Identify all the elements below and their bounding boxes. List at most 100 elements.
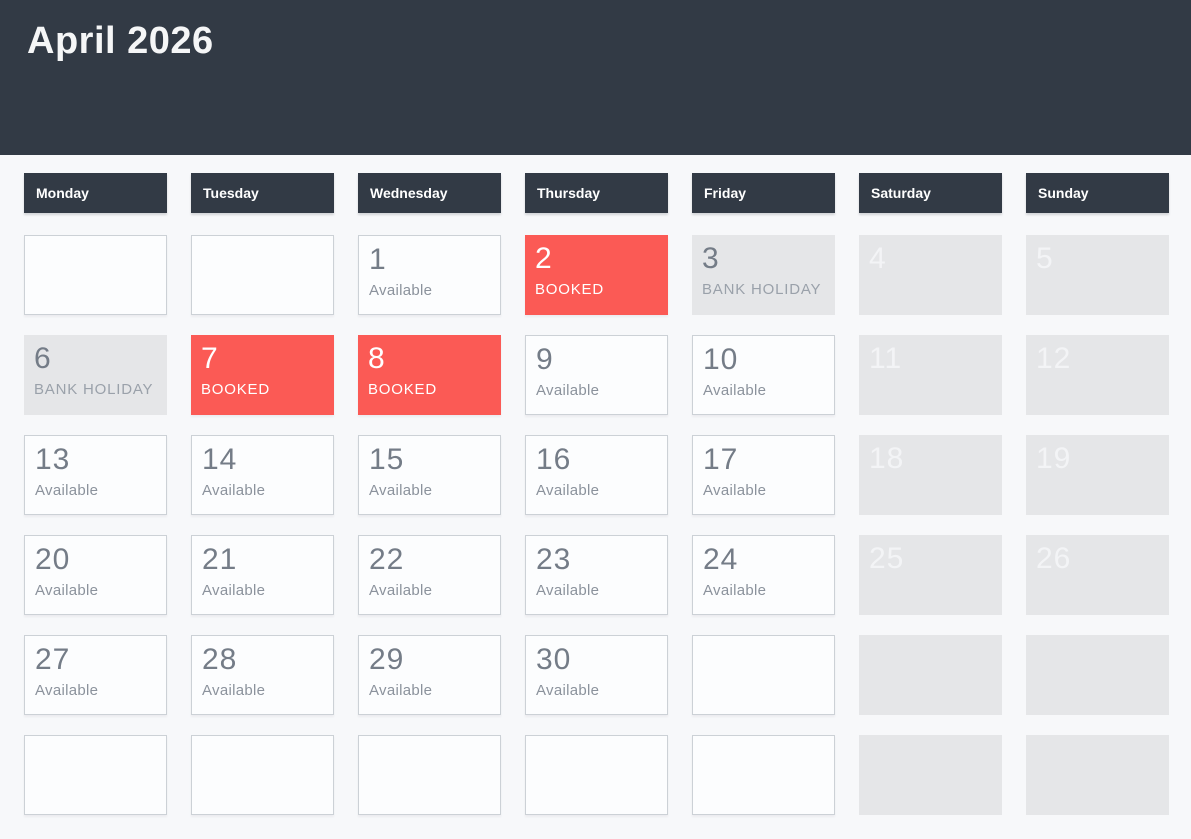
day-number: 29: [369, 643, 405, 676]
weekday-header-monday: Monday: [24, 173, 167, 213]
day-number: 30: [536, 643, 572, 676]
empty-cell-37: [358, 735, 501, 815]
day-number: 25: [869, 542, 905, 575]
empty-cell-35: [24, 735, 167, 815]
day-cell-11: 11: [859, 335, 1002, 415]
day-cell-10[interactable]: 10 Available: [692, 335, 835, 415]
empty-cell-33: [859, 635, 1002, 715]
day-number: 26: [1036, 542, 1072, 575]
weekday-header-saturday: Saturday: [859, 173, 1002, 213]
day-number: 18: [869, 442, 905, 475]
day-status-label: Available: [536, 681, 600, 699]
day-number: 5: [1036, 242, 1054, 275]
day-cell-2[interactable]: 2 BOOKED: [525, 235, 668, 315]
day-cell-8[interactable]: 8 BOOKED: [358, 335, 501, 415]
day-cell-5: 5: [1026, 235, 1169, 315]
day-status-label: Available: [202, 481, 266, 499]
weekday-header-sunday: Sunday: [1026, 173, 1169, 213]
empty-cell-34: [1026, 635, 1169, 715]
day-status-label: BOOKED: [535, 280, 604, 298]
day-cell-16[interactable]: 16 Available: [525, 435, 668, 515]
day-number: 24: [703, 543, 739, 576]
day-number: 27: [35, 643, 71, 676]
day-number: 16: [536, 443, 572, 476]
day-number: 9: [536, 343, 554, 376]
day-status-label: Available: [536, 481, 600, 499]
day-cell-14[interactable]: 14 Available: [191, 435, 334, 515]
calendar-grid: 1 Available 2 BOOKED 3 BANK HOLIDAY 4 5 6 BANK HO…: [24, 235, 1169, 815]
day-number: 4: [869, 242, 887, 275]
weekday-header-row: Monday Tuesday Wednesday Thursday Friday Satu…: [24, 173, 1169, 213]
day-cell-30[interactable]: 30 Available: [525, 635, 668, 715]
day-number: 20: [35, 543, 71, 576]
day-number: 2: [535, 242, 553, 275]
day-cell-22[interactable]: 22 Available: [358, 535, 501, 615]
day-number: 21: [202, 543, 238, 576]
day-cell-21[interactable]: 21 Available: [191, 535, 334, 615]
day-cell-20[interactable]: 20 Available: [24, 535, 167, 615]
day-status-label: BOOKED: [201, 380, 270, 398]
day-status-label: BANK HOLIDAY: [34, 380, 154, 398]
header-banner: April 2026: [0, 0, 1191, 155]
day-number: 14: [202, 443, 238, 476]
empty-cell-39: [692, 735, 835, 815]
day-cell-13[interactable]: 13 Available: [24, 435, 167, 515]
day-cell-23[interactable]: 23 Available: [525, 535, 668, 615]
day-cell-29[interactable]: 29 Available: [358, 635, 501, 715]
day-cell-27[interactable]: 27 Available: [24, 635, 167, 715]
weekday-header-tuesday: Tuesday: [191, 173, 334, 213]
empty-cell-40: [859, 735, 1002, 815]
day-status-label: BOOKED: [368, 380, 437, 398]
empty-cell-0: [24, 235, 167, 315]
day-number: 15: [369, 443, 405, 476]
day-cell-4: 4: [859, 235, 1002, 315]
day-cell-9[interactable]: 9 Available: [525, 335, 668, 415]
day-status-label: Available: [369, 681, 433, 699]
calendar: Monday Tuesday Wednesday Thursday Friday Satu…: [0, 173, 1191, 815]
weekday-header-thursday: Thursday: [525, 173, 668, 213]
day-number: 19: [1036, 442, 1072, 475]
empty-cell-36: [191, 735, 334, 815]
page-title: April 2026: [27, 20, 214, 62]
day-number: 7: [201, 342, 219, 375]
empty-cell-38: [525, 735, 668, 815]
day-cell-24[interactable]: 24 Available: [692, 535, 835, 615]
day-number: 12: [1036, 342, 1072, 375]
day-cell-3: 3 BANK HOLIDAY: [692, 235, 835, 315]
day-cell-15[interactable]: 15 Available: [358, 435, 501, 515]
day-status-label: Available: [369, 281, 433, 299]
day-number: 1: [369, 243, 387, 276]
day-status-label: Available: [536, 381, 600, 399]
day-number: 17: [703, 443, 739, 476]
weekday-header-friday: Friday: [692, 173, 835, 213]
day-cell-7[interactable]: 7 BOOKED: [191, 335, 334, 415]
day-cell-19: 19: [1026, 435, 1169, 515]
empty-cell-32: [692, 635, 835, 715]
day-number: 8: [368, 342, 386, 375]
day-status-label: Available: [369, 581, 433, 599]
day-status-label: Available: [35, 681, 99, 699]
day-status-label: Available: [35, 481, 99, 499]
day-cell-6: 6 BANK HOLIDAY: [24, 335, 167, 415]
day-status-label: Available: [35, 581, 99, 599]
empty-cell-41: [1026, 735, 1169, 815]
day-cell-17[interactable]: 17 Available: [692, 435, 835, 515]
day-number: 3: [702, 242, 720, 275]
day-number: 11: [869, 342, 903, 375]
day-number: 28: [202, 643, 238, 676]
day-cell-18: 18: [859, 435, 1002, 515]
day-status-label: Available: [202, 581, 266, 599]
day-cell-12: 12: [1026, 335, 1169, 415]
day-status-label: Available: [369, 481, 433, 499]
day-status-label: Available: [536, 581, 600, 599]
day-status-label: Available: [202, 681, 266, 699]
day-number: 22: [369, 543, 405, 576]
day-cell-28[interactable]: 28 Available: [191, 635, 334, 715]
empty-cell-1: [191, 235, 334, 315]
day-status-label: BANK HOLIDAY: [702, 280, 822, 298]
day-number: 10: [703, 343, 739, 376]
weekday-header-wednesday: Wednesday: [358, 173, 501, 213]
day-cell-25: 25: [859, 535, 1002, 615]
day-status-label: Available: [703, 581, 767, 599]
day-cell-1[interactable]: 1 Available: [358, 235, 501, 315]
